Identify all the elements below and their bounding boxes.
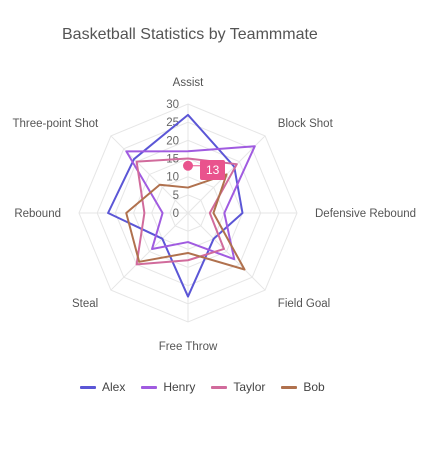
tick-label: 10 — [166, 172, 179, 184]
axis-label-assist: Assist — [173, 77, 204, 89]
legend-swatch — [80, 385, 96, 389]
tick-label: 20 — [166, 135, 179, 147]
tick-label: 5 — [173, 190, 179, 202]
highlight-point — [183, 160, 193, 171]
legend: Alex Henry Taylor Bob — [80, 380, 325, 394]
legend-item-henry[interactable]: Henry — [141, 380, 195, 394]
legend-swatch — [141, 385, 158, 389]
legend-label: Bob — [303, 380, 325, 394]
tick-label: 25 — [166, 117, 179, 129]
legend-item-alex[interactable]: Alex — [80, 380, 125, 394]
legend-swatch — [281, 385, 298, 389]
series-line-taylor — [135, 157, 238, 266]
axis-label-steal: Steal — [72, 298, 98, 310]
axis-label-block-shot: Block Shot — [278, 118, 334, 130]
legend-item-bob[interactable]: Bob — [281, 380, 325, 394]
data-tooltip: 13 — [200, 160, 226, 180]
axis-label-defensive-rebound: Defensive Rebound — [315, 208, 416, 220]
grid-spoke — [110, 135, 189, 214]
legend-label: Henry — [163, 380, 196, 394]
grid-spoke — [187, 212, 266, 291]
legend-item-taylor[interactable]: Taylor — [211, 380, 265, 394]
grid-spoke — [110, 212, 189, 291]
tick-label: 30 — [166, 99, 179, 111]
legend-swatch — [211, 385, 228, 389]
chart-title: Basketball Statistics by Teammmate — [62, 26, 318, 43]
axis-label-field-goal: Field Goal — [278, 298, 330, 310]
tick-label: 0 — [173, 208, 179, 220]
axis-label-three-point-shot: Three-point Shot — [13, 118, 99, 130]
axis-label-free-throw: Free Throw — [159, 341, 218, 353]
legend-label: Alex — [102, 380, 126, 394]
axis-label-rebound: Rebound — [14, 208, 61, 220]
series-line-bob — [125, 173, 246, 271]
legend-label: Taylor — [233, 380, 266, 394]
series-line-alex — [107, 113, 244, 298]
